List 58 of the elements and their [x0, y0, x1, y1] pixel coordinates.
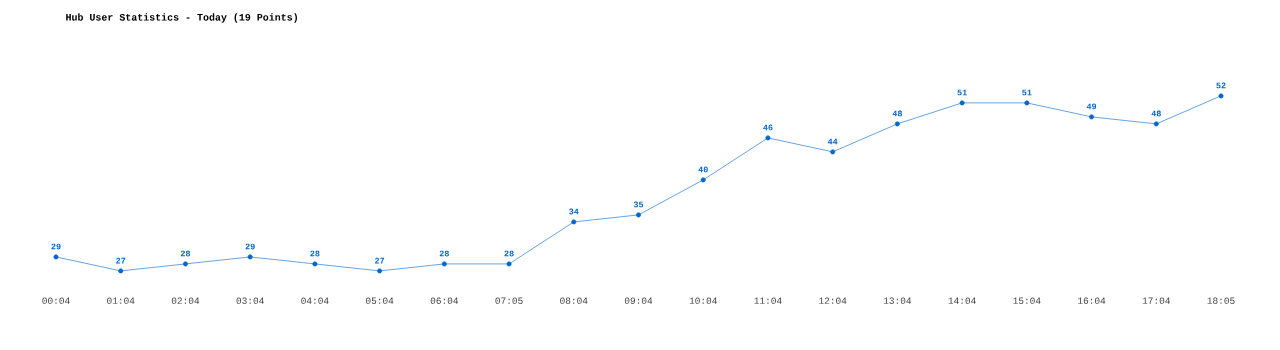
point — [894, 121, 900, 127]
x-tick-label: 14:04 — [948, 297, 976, 304]
data-label: 51 — [957, 89, 967, 96]
point — [571, 219, 577, 225]
data-label: 51 — [1022, 89, 1032, 96]
x-tick-label: 12:04 — [819, 297, 847, 304]
point — [377, 268, 383, 274]
x-tick-label: 06:04 — [430, 297, 459, 304]
x-tick-label: 07:05 — [495, 297, 523, 304]
x-tick-label: 15:04 — [1013, 297, 1041, 304]
x-tick-label: 03:04 — [236, 297, 264, 304]
data-label: 46 — [763, 124, 773, 131]
point — [118, 268, 124, 274]
data-label: 40 — [698, 166, 708, 173]
data-label: 27 — [116, 257, 126, 264]
chart-title: Hub User Statistics - Today (19 Points) — [66, 13, 297, 23]
x-tick-label: 00:04 — [42, 297, 70, 304]
data-label: 48 — [1151, 110, 1161, 117]
data-label: 48 — [892, 110, 903, 117]
point — [506, 261, 512, 267]
x-tick-label: 09:04 — [624, 297, 653, 304]
point — [1024, 100, 1030, 106]
point — [441, 261, 447, 267]
data-label: 49 — [1086, 103, 1097, 110]
x-tick-label: 01:04 — [107, 297, 135, 304]
x-tick-label: 08:04 — [560, 297, 588, 304]
point — [182, 261, 188, 267]
data-label: 44 — [827, 138, 838, 145]
data-label: 28 — [504, 250, 514, 257]
x-tick-label: 02:04 — [171, 297, 200, 304]
point — [1153, 121, 1159, 127]
point — [959, 100, 965, 106]
x-tick-label: 17:04 — [1142, 297, 1170, 304]
point — [765, 135, 771, 141]
data-label: 29 — [51, 243, 61, 250]
point — [1089, 114, 1095, 120]
data-label: 52 — [1216, 82, 1226, 89]
x-tick-label: 16:04 — [1078, 297, 1106, 304]
point — [700, 177, 706, 183]
point — [312, 261, 318, 267]
data-label: 27 — [375, 257, 385, 264]
data-label: 28 — [310, 250, 320, 257]
point — [830, 149, 836, 155]
x-tick-label: 05:04 — [365, 297, 394, 304]
point — [53, 254, 59, 260]
x-tick-label: 11:04 — [754, 297, 782, 304]
x-tick-label: 18:05 — [1207, 297, 1235, 304]
x-tick-label: 10:04 — [689, 297, 717, 304]
data-label: 28 — [439, 250, 449, 257]
data-label: 28 — [180, 250, 191, 257]
point — [1218, 93, 1224, 99]
data-label: 35 — [633, 201, 644, 208]
point — [247, 254, 253, 260]
x-tick-label: 04:04 — [301, 297, 329, 304]
data-label: 34 — [569, 208, 579, 215]
x-tick-label: 13:04 — [883, 297, 912, 304]
data-label: 29 — [245, 243, 255, 250]
point — [636, 212, 641, 218]
